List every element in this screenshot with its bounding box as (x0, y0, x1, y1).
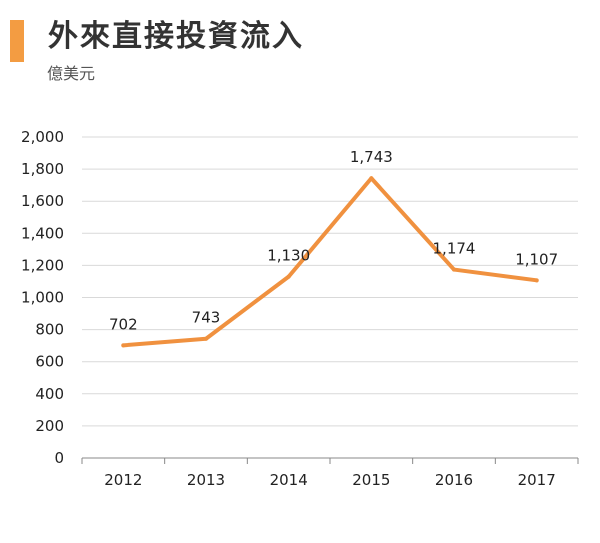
data-label: 702 (109, 315, 138, 333)
data-label: 743 (192, 309, 221, 327)
y-tick-label: 1,200 (21, 256, 64, 274)
x-tick-label: 2015 (352, 471, 390, 489)
y-tick-label: 1,400 (21, 224, 64, 242)
y-tick-label: 400 (35, 385, 64, 403)
y-tick-label: 600 (35, 353, 64, 371)
y-tick-label: 800 (35, 321, 64, 339)
series (121, 176, 539, 348)
data-label: 1,743 (350, 148, 393, 166)
y-tick-label: 1,600 (21, 192, 64, 210)
data-point (534, 278, 539, 283)
y-tick-label: 2,000 (21, 128, 64, 146)
data-label: 1,174 (433, 240, 476, 258)
data-point (452, 267, 456, 272)
y-tick-label: 200 (35, 417, 64, 435)
y-tick-labels: 0 200 400 600 800 1,000 1,200 1,400 1,600 1,800 2,… (21, 128, 64, 467)
x-tick-label: 2014 (270, 471, 308, 489)
y-tick-label: 1,800 (21, 160, 64, 178)
data-labels: 702 743 1,130 1,743 1,174 1,107 (109, 148, 558, 333)
x-tick-labels: 2012 2013 2014 2015 2016 2017 (104, 471, 556, 489)
y-tick-label: 1,000 (21, 289, 64, 307)
x-tick-label: 2013 (187, 471, 225, 489)
data-point (204, 336, 208, 341)
x-tick-label: 2017 (518, 471, 556, 489)
data-point (286, 274, 291, 279)
axes (81, 457, 579, 464)
accent-bar (10, 20, 24, 62)
chart-unit-label: 億美元 (47, 64, 96, 83)
data-label: 1,130 (267, 247, 310, 265)
x-tick-label: 2016 (435, 471, 473, 489)
series-line (121, 176, 539, 348)
data-label: 1,107 (515, 250, 558, 268)
data-point (369, 176, 374, 181)
x-tick-label: 2012 (104, 471, 142, 489)
y-tick-label: 0 (54, 449, 64, 467)
data-point (121, 343, 126, 348)
chart-title: 外來直接投資流入 (48, 19, 304, 54)
gridlines (82, 136, 578, 427)
